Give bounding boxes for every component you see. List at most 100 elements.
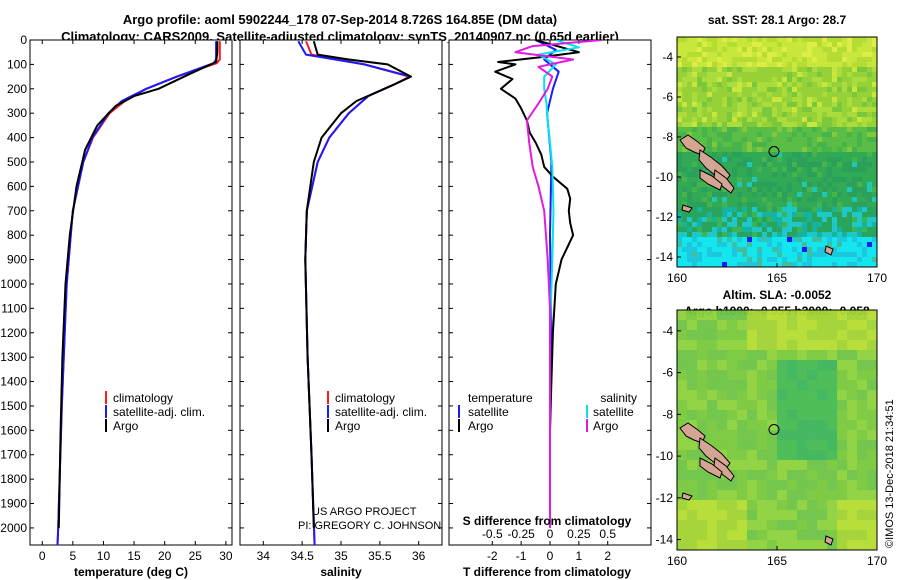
sst-grid-cell xyxy=(812,102,818,108)
sla-grid-cell xyxy=(747,500,758,511)
sla-grid-cell xyxy=(807,370,818,381)
legend-swatch-s-satellite xyxy=(586,405,588,418)
sst-grid-cell xyxy=(752,87,758,93)
sst-grid-cell xyxy=(717,107,723,113)
sst-grid-cell xyxy=(722,232,728,238)
sst-grid-cell xyxy=(722,187,728,193)
sst-grid-cell xyxy=(777,217,783,223)
sst-grid-cell xyxy=(797,127,803,133)
sst-grid-cell xyxy=(857,212,863,218)
sla-grid-cell xyxy=(677,310,688,321)
sst-grid-cell xyxy=(827,167,833,173)
sst-grid-cell xyxy=(827,197,833,203)
sst-grid-cell xyxy=(832,157,838,163)
sst-grid-cell xyxy=(762,142,768,148)
sst-grid-cell xyxy=(737,92,743,98)
sst-grid-cell xyxy=(752,257,758,263)
sst-grid-cell xyxy=(857,127,863,133)
sst-grid-cell xyxy=(822,42,828,48)
sst-grid-cell xyxy=(787,72,793,78)
sst-grid-cell xyxy=(832,202,838,208)
sla-grid-cell xyxy=(777,360,788,371)
sst-grid-cell xyxy=(687,227,693,233)
sst-grid-cell xyxy=(712,122,718,128)
sst-grid-cell xyxy=(787,222,793,228)
sla-grid-cell xyxy=(757,490,768,501)
sst-grid-cell xyxy=(682,197,688,203)
sst-grid-cell xyxy=(807,247,813,253)
y-tick-label: 0 xyxy=(20,33,27,47)
sst-grid-cell xyxy=(737,52,743,58)
sst-grid-cell xyxy=(737,217,743,223)
sst-grid-cell xyxy=(862,72,868,78)
x-tick-label: 5 xyxy=(70,549,77,563)
sst-grid-cell xyxy=(812,147,818,153)
sla-grid-cell xyxy=(807,490,818,501)
sst-grid-cell xyxy=(762,222,768,228)
sst-grid-cell xyxy=(717,237,723,243)
sst-grid-cell xyxy=(832,117,838,123)
sst-grid-cell xyxy=(822,82,828,88)
sst-grid-cell xyxy=(777,167,783,173)
sst-grid-cell xyxy=(727,192,733,198)
sst-grid-cell xyxy=(837,262,843,267)
sst-grid-cell xyxy=(782,227,788,233)
sla-grid-cell xyxy=(727,350,738,361)
sst-grid-cell xyxy=(772,247,778,253)
sst-grid-cell xyxy=(717,52,723,58)
sst-grid-cell xyxy=(772,177,778,183)
sla-grid-cell xyxy=(727,420,738,431)
sst-grid-cell xyxy=(832,212,838,218)
sst-grid-cell xyxy=(697,232,703,238)
sst-grid-cell xyxy=(682,177,688,183)
sst-grid-cell xyxy=(682,252,688,258)
sst-grid-cell xyxy=(842,57,848,63)
sst-grid-cell xyxy=(837,157,843,163)
island-landmass xyxy=(681,204,693,213)
sla-grid-cell xyxy=(817,310,828,321)
sla-grid-cell xyxy=(827,510,838,521)
sla-grid-cell xyxy=(697,400,708,411)
sla-grid-cell xyxy=(717,320,728,331)
sst-grid-cell xyxy=(712,187,718,193)
sst-grid-cell xyxy=(697,122,703,128)
sst-grid-cell xyxy=(837,227,843,233)
sst-grid-cell xyxy=(677,172,683,178)
sst-grid-cell xyxy=(752,162,758,168)
sst-grid-cell xyxy=(767,127,773,133)
sst-grid-cell xyxy=(857,42,863,48)
sst-grid-cell xyxy=(852,187,858,193)
sst-grid-cell xyxy=(762,182,768,188)
sla-grid-cell xyxy=(827,320,838,331)
sst-grid-cell xyxy=(837,207,843,213)
sst-grid-cell xyxy=(787,202,793,208)
sst-grid-cell xyxy=(867,197,873,203)
y-tick-label: 400 xyxy=(7,131,27,145)
sst-grid-cell xyxy=(862,42,868,48)
sla-grid-cell xyxy=(727,370,738,381)
sst-grid-cell xyxy=(852,252,858,258)
sst-grid-cell xyxy=(817,62,823,68)
sst-grid-cell xyxy=(787,57,793,63)
sst-grid-cell xyxy=(727,57,733,63)
sst-grid-cell xyxy=(872,92,877,98)
sst-grid-cell xyxy=(777,92,783,98)
sst-grid-cell xyxy=(747,227,753,233)
sst-grid-cell xyxy=(867,142,873,148)
sst-grid-cell xyxy=(677,257,683,263)
sst-grid-cell xyxy=(752,252,758,258)
sst-grid-cell xyxy=(772,47,778,53)
sla-grid-cell xyxy=(677,480,688,491)
sst-grid-cell xyxy=(677,197,683,203)
sla-grid-cell xyxy=(707,480,718,491)
sst-grid-cell xyxy=(687,252,693,258)
sla-grid-cell xyxy=(777,450,788,461)
sst-grid-cell xyxy=(827,242,833,248)
sla-grid-cell xyxy=(757,450,768,461)
sst-grid-cell xyxy=(807,142,813,148)
sst-grid-cell xyxy=(712,127,718,133)
sst-grid-cell xyxy=(747,222,753,228)
sla-grid-cell xyxy=(847,400,858,411)
sst-grid-cell xyxy=(717,202,723,208)
sst-grid-cell xyxy=(727,37,733,43)
